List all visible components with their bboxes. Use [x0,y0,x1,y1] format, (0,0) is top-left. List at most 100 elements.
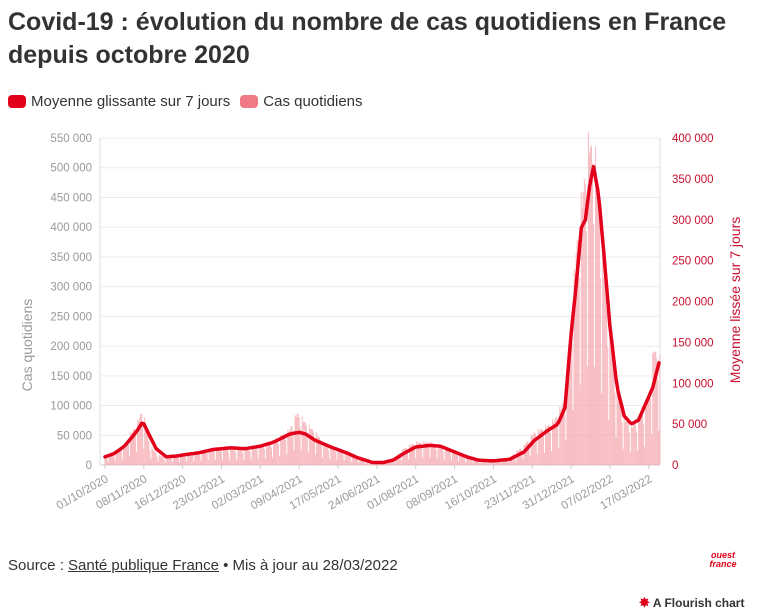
legend-item-daily-cases[interactable]: Cas quotidiens [240,93,363,110]
daily-cases-bar [462,455,464,465]
daily-cases-bar [111,453,113,465]
daily-cases-bar [389,460,391,465]
daily-cases-bar [233,448,235,465]
daily-cases-bar [511,455,513,465]
daily-cases-bar [402,449,404,465]
daily-cases-bar [633,423,635,465]
daily-cases-bar [318,436,319,465]
daily-cases-bar [179,461,180,465]
daily-cases-bar [609,328,611,465]
daily-cases-bar [592,163,593,465]
daily-cases-bar [236,459,238,465]
daily-cases-bar [542,436,544,465]
daily-cases-bar [325,445,327,465]
daily-cases-bar [519,448,521,465]
daily-cases-bar [114,460,116,465]
daily-cases-bar [625,421,627,465]
daily-cases-bar [166,458,168,465]
daily-cases-bar [365,463,366,465]
daily-cases-bar [260,445,262,465]
daily-cases-bar [644,447,646,465]
daily-cases-bar [622,448,624,465]
daily-cases-bar [316,432,317,465]
flourish-star-icon: ✸ [639,595,650,610]
daily-cases-bar [163,458,165,465]
daily-cases-bar [276,439,278,465]
daily-cases-bar [520,448,522,465]
daily-cases-bar [572,410,574,465]
daily-cases-bar [326,445,328,465]
daily-cases-bar [436,458,438,465]
daily-cases-bar [146,430,148,465]
daily-cases-bar [532,434,534,465]
daily-cases-bar [256,450,258,465]
daily-cases-bar [142,421,144,465]
logo-text-line1: ouest [710,550,735,560]
daily-cases-bar [447,449,449,465]
daily-cases-bar [157,461,159,465]
daily-cases-bar [536,454,538,465]
daily-cases-bar [399,454,401,465]
daily-cases-bar [295,417,297,465]
daily-cases-bar [308,424,310,465]
daily-cases-bar [621,422,623,465]
daily-cases-bar [652,352,654,465]
daily-cases-bar [358,457,360,465]
daily-cases-bar [535,438,537,465]
daily-cases-bar [329,459,331,465]
daily-cases-bar [566,369,568,465]
daily-cases-bar [581,207,583,466]
daily-cases-bar [253,447,255,465]
daily-cases-bar [480,459,482,465]
daily-cases-bar [366,460,368,465]
daily-cases-bar [615,437,617,465]
daily-cases-bar [548,424,549,465]
daily-cases-bar [394,457,396,465]
moving-average-line [103,164,661,465]
daily-cases-bar [317,436,318,465]
daily-cases-bar [327,446,329,465]
daily-cases-bar [510,456,512,465]
daily-cases-bar [278,444,280,465]
daily-cases-bar [643,423,645,465]
daily-cases-bar [332,447,334,465]
daily-cases-bar [161,456,163,465]
daily-cases-bar [243,459,245,465]
daily-cases-bar [419,442,421,465]
daily-cases-bar [292,431,294,465]
daily-cases-bar [351,454,353,465]
daily-cases-bar [273,441,275,465]
daily-cases-bar [623,417,625,465]
daily-cases-bar [521,451,523,465]
daily-cases-bar [199,454,201,465]
source-link[interactable]: Santé publique France [68,557,219,574]
daily-cases-bar [135,434,137,465]
daily-cases-bar [388,461,390,465]
daily-cases-bar [657,380,659,465]
daily-cases-bar [364,460,365,465]
daily-cases-bar [553,422,555,465]
daily-cases-bar [226,448,227,465]
daily-cases-bar [603,277,605,465]
daily-cases-bar [409,444,410,465]
daily-cases-bar [648,399,650,465]
chart-legend: Moyenne glissante sur 7 jours Cas quotid… [8,93,373,110]
daily-cases-bar [415,457,417,465]
daily-cases-bar [438,446,440,465]
daily-cases-bar [649,392,651,465]
daily-cases-bar [181,454,183,465]
daily-cases-bar [442,451,444,465]
daily-cases-bar [459,453,461,465]
daily-cases-bar [560,410,562,465]
ouest-france-logo[interactable]: ouest france [705,551,741,569]
daily-cases-bar [211,447,213,465]
daily-cases-bar [164,462,166,465]
daily-cases-bar [414,447,416,465]
daily-cases-bar [225,448,226,465]
daily-cases-bar [539,429,541,465]
daily-cases-bar [215,446,217,465]
daily-cases-bar [599,220,601,465]
daily-cases-bar [343,460,345,465]
flourish-credit[interactable]: ✸ A Flourish chart [639,595,744,611]
legend-item-moving-average[interactable]: Moyenne glissante sur 7 jours [8,93,230,110]
